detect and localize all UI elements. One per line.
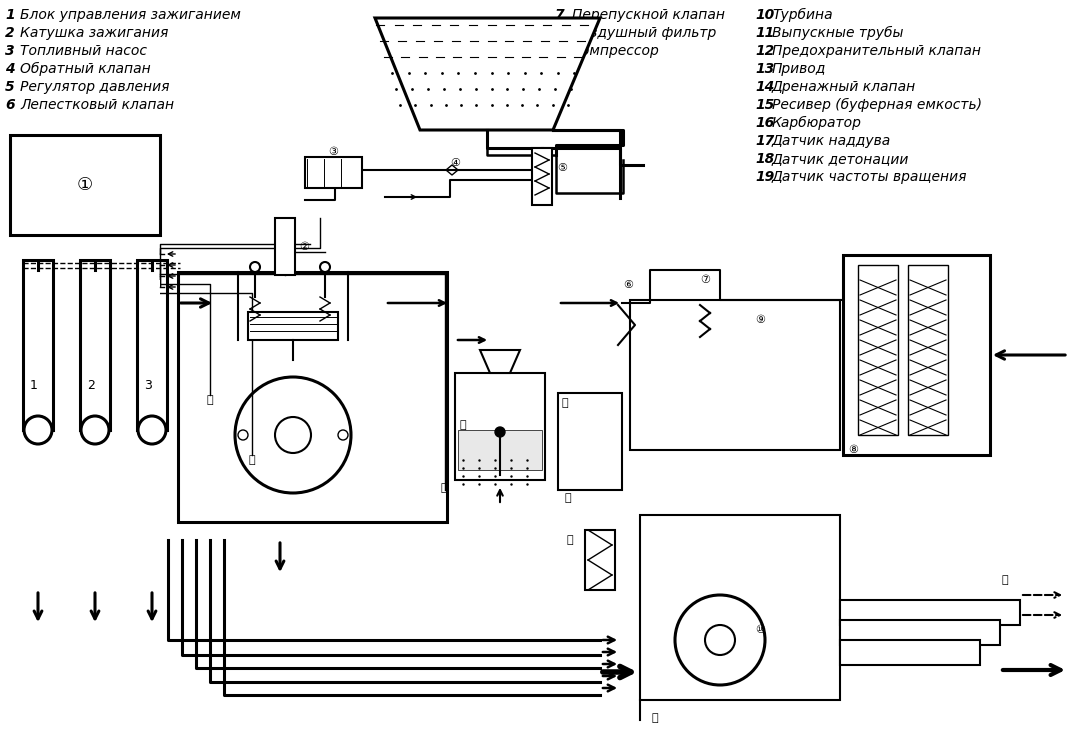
Text: ⑤: ⑤ — [557, 163, 567, 173]
Text: ⑰: ⑰ — [441, 483, 447, 493]
Bar — [276, 218, 295, 275]
Text: 4: 4 — [5, 62, 15, 76]
Text: 7: 7 — [555, 8, 565, 22]
Bar — [840, 640, 980, 665]
Text: Обратный клапан: Обратный клапан — [20, 62, 151, 76]
Bar — [840, 600, 1019, 625]
Circle shape — [235, 377, 351, 493]
Text: ⑯: ⑯ — [460, 420, 466, 430]
Text: ①: ① — [77, 176, 93, 194]
Bar — [908, 265, 948, 435]
Text: 10: 10 — [755, 8, 774, 22]
Text: Ресивер (буферная емкость): Ресивер (буферная емкость) — [772, 98, 982, 112]
Text: 18: 18 — [755, 152, 774, 166]
Text: Турбина: Турбина — [772, 8, 833, 22]
Text: ⑪: ⑪ — [1001, 575, 1009, 585]
Polygon shape — [480, 350, 520, 373]
Circle shape — [138, 416, 166, 444]
Bar — [306, 157, 362, 188]
Circle shape — [24, 416, 53, 444]
Bar — [87, 280, 103, 430]
Text: 9: 9 — [555, 44, 565, 58]
Text: ⑦: ⑦ — [700, 275, 710, 285]
Text: Лепестковый клапан: Лепестковый клапан — [20, 98, 174, 112]
Text: ⑨: ⑨ — [755, 315, 765, 325]
Text: Регулятор давления: Регулятор давления — [20, 80, 169, 94]
Circle shape — [238, 430, 248, 440]
Text: Дренажный клапан: Дренажный клапан — [772, 80, 917, 94]
Text: ⑥: ⑥ — [623, 280, 632, 290]
Bar — [640, 515, 840, 700]
Text: 12: 12 — [755, 44, 774, 58]
Text: 2: 2 — [5, 26, 15, 40]
Bar — [137, 260, 167, 430]
Text: Катушка зажигания: Катушка зажигания — [20, 26, 168, 40]
Text: Компрессор: Компрессор — [572, 44, 659, 58]
Text: Карбюратор: Карбюратор — [772, 116, 862, 130]
Text: ⑧: ⑧ — [848, 445, 858, 455]
Text: Блок управления зажиганием: Блок управления зажиганием — [20, 8, 241, 22]
Bar — [630, 300, 840, 450]
Text: ⑱: ⑱ — [207, 395, 213, 405]
Text: ⑫: ⑫ — [652, 713, 658, 723]
Text: ⑬: ⑬ — [567, 535, 574, 545]
Circle shape — [81, 416, 109, 444]
Text: 3: 3 — [144, 379, 152, 392]
Text: ⑮: ⑮ — [561, 398, 568, 408]
Text: Предохранительный клапан: Предохранительный клапан — [772, 44, 981, 58]
Text: Датчик наддува: Датчик наддува — [772, 134, 891, 148]
Text: ②: ② — [299, 242, 309, 251]
Bar — [23, 260, 53, 430]
Text: 2: 2 — [87, 379, 95, 392]
Circle shape — [276, 417, 311, 453]
Circle shape — [250, 262, 260, 272]
Bar — [532, 148, 552, 205]
Text: 6: 6 — [5, 98, 15, 112]
Bar — [248, 312, 338, 340]
Bar — [10, 135, 160, 235]
Text: Перепускной клапан: Перепускной клапан — [572, 8, 725, 22]
Bar — [144, 280, 160, 430]
Text: Датчик детонации: Датчик детонации — [772, 152, 909, 166]
Text: 5: 5 — [5, 80, 15, 94]
Bar — [559, 393, 622, 490]
Circle shape — [675, 595, 765, 685]
Text: 1: 1 — [30, 379, 38, 392]
Text: 11: 11 — [755, 26, 774, 40]
Bar — [840, 620, 1000, 645]
Circle shape — [495, 427, 505, 437]
Text: Датчик частоты вращения: Датчик частоты вращения — [772, 170, 968, 184]
Text: 8: 8 — [555, 26, 565, 40]
Bar — [858, 265, 898, 435]
Bar — [178, 272, 447, 522]
Text: ⑩: ⑩ — [755, 625, 765, 635]
Text: Воздушный фильтр: Воздушный фильтр — [572, 26, 716, 40]
Bar — [585, 530, 615, 590]
Bar — [843, 255, 991, 455]
Bar — [455, 373, 545, 480]
Text: 3: 3 — [5, 44, 15, 58]
Bar — [80, 260, 110, 430]
Text: Привод: Привод — [772, 62, 827, 76]
Text: ④: ④ — [450, 158, 460, 168]
Bar — [458, 430, 542, 470]
Text: ⑭: ⑭ — [565, 493, 571, 503]
Text: 1: 1 — [5, 8, 15, 22]
Text: 15: 15 — [755, 98, 774, 112]
Circle shape — [338, 430, 348, 440]
Text: Выпускные трубы: Выпускные трубы — [772, 26, 904, 40]
Circle shape — [705, 625, 735, 655]
Bar — [30, 280, 46, 430]
Text: ⑲: ⑲ — [249, 455, 255, 465]
Text: 17: 17 — [755, 134, 774, 148]
Circle shape — [321, 262, 330, 272]
Text: 19: 19 — [755, 170, 774, 184]
Text: 14: 14 — [755, 80, 774, 94]
Text: Топливный насос: Топливный насос — [20, 44, 147, 58]
Text: 16: 16 — [755, 116, 774, 130]
Text: 13: 13 — [755, 62, 774, 76]
Polygon shape — [375, 18, 600, 130]
Text: ③: ③ — [328, 147, 339, 157]
